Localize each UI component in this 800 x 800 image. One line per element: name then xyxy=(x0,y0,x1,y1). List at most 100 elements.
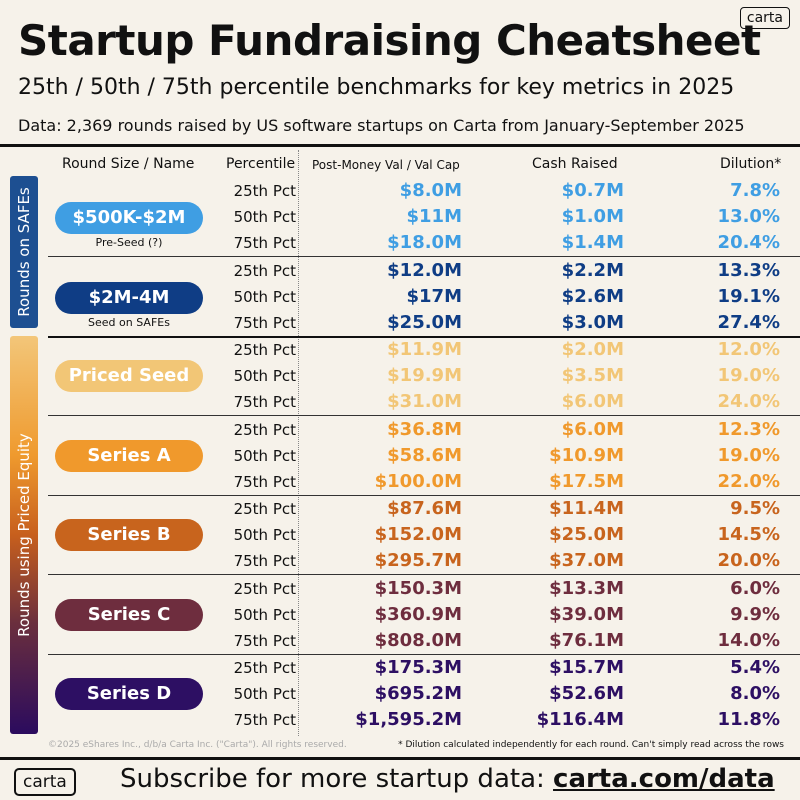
cash-cell: $10.9M xyxy=(549,444,624,466)
header-dilution: Dilution* xyxy=(720,156,782,172)
table-row: 50th Pct $19.9M $3.5M 19.0% xyxy=(0,363,800,389)
percentile-cell: 50th Pct xyxy=(233,287,296,306)
table-row: 25th Pct $12.0M $2.2M 13.3% xyxy=(0,258,800,284)
subscribe-link[interactable]: carta.com/data xyxy=(553,764,775,794)
dilution-cell: 20.0% xyxy=(717,550,780,571)
table-row: 50th Pct $11M $1.0M 13.0% xyxy=(0,204,800,230)
cash-cell: $11.4M xyxy=(549,498,624,519)
valuation-cell: $11M xyxy=(406,206,463,227)
table-row: 75th Pct $1,595.2M $116.4M 11.8% xyxy=(0,707,800,733)
dilution-footnote: * Dilution calculated independently for … xyxy=(398,740,784,750)
percentile-cell: 75th Pct xyxy=(233,711,296,729)
valuation-cell: $295.7M xyxy=(374,550,462,571)
round-group: Series A 25th Pct $36.8M $6.0M 12.3% 50th Pct… xyxy=(0,417,800,495)
valuation-cell: $36.8M xyxy=(387,418,462,440)
dilution-cell: 5.4% xyxy=(730,657,780,678)
cash-cell: $3.5M xyxy=(561,365,624,386)
valuation-cell: $18.0M xyxy=(387,232,462,253)
cash-cell: $37.0M xyxy=(549,550,624,571)
header-cash: Cash Raised xyxy=(532,156,618,172)
percentile-cell: 50th Pct xyxy=(233,208,296,226)
data-source: Data: 2,369 rounds raised by US software… xyxy=(18,116,745,135)
cash-cell: $116.4M xyxy=(536,709,624,730)
valuation-cell: $8.0M xyxy=(399,180,462,201)
round-group: Priced Seed 25th Pct $11.9M $2.0M 12.0% 50th … xyxy=(0,337,800,415)
dilution-cell: 19.0% xyxy=(717,444,780,466)
cash-cell: $17.5M xyxy=(549,470,624,492)
section-bar-priced: Rounds using Priced Equity xyxy=(10,336,38,734)
percentile-cell: 75th Pct xyxy=(233,472,296,491)
dilution-cell: 20.4% xyxy=(717,232,780,253)
round-pill: Series C xyxy=(55,598,203,631)
cash-cell: $6.0M xyxy=(561,391,624,412)
round-group: Series B 25th Pct $87.6M $11.4M 9.5% 50th Pct… xyxy=(0,496,800,574)
percentile-cell: 75th Pct xyxy=(233,313,296,332)
valuation-cell: $360.9M xyxy=(374,603,462,625)
round-pill: Series B xyxy=(55,519,203,551)
percentile-cell: 50th Pct xyxy=(233,526,296,544)
column-divider xyxy=(298,150,299,736)
group-separator xyxy=(48,335,800,338)
table-row: 50th Pct $695.2M $52.6M 8.0% xyxy=(0,681,800,707)
dilution-cell: 9.9% xyxy=(730,603,780,625)
table-row: 25th Pct $8.0M $0.7M 7.8% xyxy=(0,178,800,204)
valuation-cell: $695.2M xyxy=(374,683,462,704)
table-row: 25th Pct $87.6M $11.4M 9.5% xyxy=(0,496,800,522)
table-row: 50th Pct $360.9M $39.0M 9.9% xyxy=(0,602,800,628)
cash-cell: $2.2M xyxy=(561,259,624,281)
valuation-cell: $17M xyxy=(406,285,463,307)
percentile-cell: 75th Pct xyxy=(233,631,296,650)
round-subtitle: Pre-Seed (?) xyxy=(95,236,163,249)
table-row: 75th Pct $18.0M $1.4M 20.4% xyxy=(0,230,800,256)
cash-cell: $1.0M xyxy=(561,206,624,227)
round-pill: Priced Seed xyxy=(55,360,203,392)
valuation-cell: $31.0M xyxy=(387,391,462,412)
cash-cell: $39.0M xyxy=(549,603,624,625)
dilution-cell: 12.3% xyxy=(717,418,780,440)
round-group: Series D 25th Pct $175.3M $15.7M 5.4% 50th Pc… xyxy=(0,655,800,733)
dilution-cell: 13.0% xyxy=(717,206,780,227)
table-row: 50th Pct $17M $2.6M 19.1% xyxy=(0,284,800,310)
top-rule xyxy=(0,144,800,147)
cash-cell: $2.0M xyxy=(561,339,624,360)
valuation-cell: $58.6M xyxy=(387,444,462,466)
valuation-cell: $1,595.2M xyxy=(355,709,462,730)
dilution-cell: 19.0% xyxy=(717,365,780,386)
cash-cell: $1.4M xyxy=(561,232,624,253)
round-group: Series C 25th Pct $150.3M $13.3M 6.0% 50th Pc… xyxy=(0,576,800,654)
table-row: 50th Pct $152.0M $25.0M 14.5% xyxy=(0,522,800,548)
round-pill: Series D xyxy=(55,678,203,710)
dilution-cell: 22.0% xyxy=(717,470,780,492)
percentile-cell: 75th Pct xyxy=(233,393,296,411)
percentile-cell: 25th Pct xyxy=(233,579,296,598)
dilution-cell: 6.0% xyxy=(730,577,780,599)
round-pill: $500K-$2M xyxy=(55,202,203,234)
percentile-cell: 25th Pct xyxy=(233,261,296,280)
valuation-cell: $175.3M xyxy=(374,657,462,678)
cash-cell: $15.7M xyxy=(549,657,624,678)
carta-logo-top[interactable]: carta xyxy=(739,7,790,29)
dilution-cell: 11.8% xyxy=(717,709,780,730)
percentile-cell: 75th Pct xyxy=(233,234,296,252)
carta-logo-bottom[interactable]: carta xyxy=(14,768,76,796)
cash-cell: $25.0M xyxy=(549,524,624,545)
percentile-cell: 25th Pct xyxy=(233,182,296,200)
percentile-cell: 75th Pct xyxy=(233,552,296,570)
cash-cell: $13.3M xyxy=(549,577,624,599)
cash-cell: $52.6M xyxy=(549,683,624,704)
round-pill: Series A xyxy=(55,439,203,472)
group-separator xyxy=(48,256,800,257)
table-header: Round Size / Name Percentile Post-Money … xyxy=(0,156,800,176)
valuation-cell: $12.0M xyxy=(387,259,462,281)
dilution-cell: 27.4% xyxy=(717,311,780,333)
cash-cell: $3.0M xyxy=(561,311,624,333)
cash-cell: $0.7M xyxy=(561,180,624,201)
group-separator xyxy=(48,415,800,416)
cash-cell: $6.0M xyxy=(561,418,624,440)
table-row: 75th Pct $31.0M $6.0M 24.0% xyxy=(0,389,800,415)
table-row: 25th Pct $11.9M $2.0M 12.0% xyxy=(0,337,800,363)
valuation-cell: $19.9M xyxy=(387,365,462,386)
percentile-cell: 50th Pct xyxy=(233,605,296,624)
percentile-cell: 50th Pct xyxy=(233,367,296,385)
dilution-cell: 8.0% xyxy=(730,683,780,704)
